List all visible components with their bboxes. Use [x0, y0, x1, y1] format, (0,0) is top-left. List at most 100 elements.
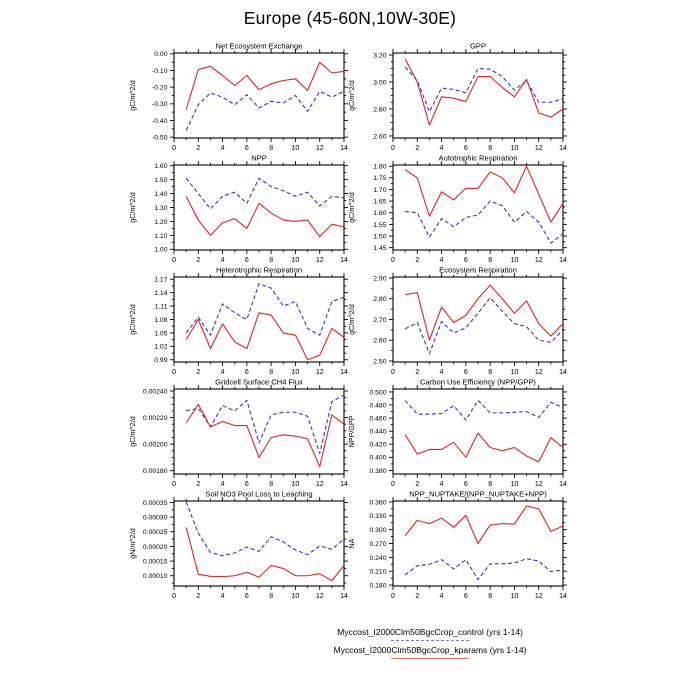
y-tick-label: 1.17 — [154, 277, 167, 284]
y-tick-label: 1.40 — [154, 191, 167, 198]
y-tick-label: 0.400 — [369, 455, 386, 462]
series-line-kparams — [404, 58, 564, 126]
y-tick-label: 0.00030 — [143, 515, 168, 522]
series-line-control — [185, 283, 345, 336]
x-tick-label: 14 — [559, 145, 567, 152]
series-line-kparams — [185, 312, 345, 361]
x-tick-label: 0 — [172, 369, 176, 376]
chart-net-ecosystem-exchange: 0 2 4 6 8 10 12 14 0.00 -0.10 -0.20 -0.30 -0.40 -0.50… — [121, 40, 356, 152]
chart-heterotrophic-respiration: 0 2 4 6 8 10 12 14 1.17 1.14 1.11 1.08 1.05 1.02 0.99 H… — [121, 264, 356, 376]
x-tick-label: 6 — [464, 369, 468, 376]
x-tick-label: 0 — [391, 369, 395, 376]
chart-title: GPP — [470, 42, 486, 51]
y-tick-label: 1.30 — [154, 205, 167, 212]
y-tick-label: -0.10 — [152, 68, 168, 75]
x-tick-label: 10 — [292, 369, 300, 376]
legend-item-control: Myccost_I2000Clm50BgcCrop_control (yrs 1… — [160, 627, 700, 641]
plot-frame — [392, 164, 564, 251]
y-axis-label: gN/m^2/d — [128, 528, 137, 559]
x-tick-label: 12 — [535, 145, 543, 152]
y-tick-label: 2.80 — [373, 106, 386, 113]
x-tick-label: 8 — [488, 369, 492, 376]
legend-line-control — [391, 640, 469, 641]
x-tick-label: 2 — [415, 369, 419, 376]
chart-svg-ecosystem-respiration: 0 2 4 6 8 10 12 14 2.90 2.80 2.70 2.60 2.50 Ecosystem… — [347, 266, 567, 376]
chart-title: Carbon Use Efficiency (NPP/GPP) — [420, 378, 536, 387]
series-line-control — [404, 399, 564, 421]
y-tick-label: 0.00035 — [143, 500, 168, 507]
x-tick-label: 10 — [292, 145, 300, 152]
x-tick-label: 8 — [488, 593, 492, 600]
y-tick-label: 0.380 — [369, 468, 386, 475]
x-tick-label: 12 — [316, 257, 324, 264]
chart-gpp: 0 2 4 6 8 10 12 14 3.20 3.00 2.80 2.60 GPP gC/m^2/d — [340, 40, 575, 152]
y-tick-label: 2.70 — [373, 317, 386, 324]
x-tick-label: 14 — [559, 481, 567, 488]
y-tick-label: 1.45 — [373, 245, 386, 252]
y-axis-label: gC/m^2/d — [128, 416, 137, 447]
y-tick-label: 2.60 — [373, 338, 386, 345]
plot-frame — [173, 500, 345, 587]
x-tick-label: 0 — [172, 257, 176, 264]
x-tick-label: 14 — [559, 593, 567, 600]
x-tick-label: 10 — [511, 481, 519, 488]
page-title: Europe (45-60N,10W-30E) — [243, 8, 457, 28]
y-tick-label: 3.00 — [373, 79, 386, 86]
y-tick-label: 1.60 — [373, 210, 386, 217]
x-tick-label: 14 — [340, 257, 348, 264]
y-tick-label: 0.330 — [369, 513, 386, 520]
x-tick-label: 10 — [511, 257, 519, 264]
y-tick-label: 0.00010 — [143, 573, 168, 580]
x-tick-label: 2 — [196, 369, 200, 376]
y-tick-label: -0.40 — [152, 118, 168, 125]
series-line-kparams — [185, 61, 345, 110]
y-tick-label: 1.55 — [373, 222, 386, 229]
chart-title: NPP — [251, 154, 267, 163]
y-tick-label: 1.05 — [154, 330, 167, 337]
x-tick-label: 4 — [440, 145, 444, 152]
x-tick-label: 14 — [559, 257, 567, 264]
x-tick-label: 4 — [221, 481, 225, 488]
series-line-control — [404, 297, 564, 355]
series-line-control — [185, 177, 345, 210]
x-tick-label: 12 — [316, 481, 324, 488]
x-tick-label: 8 — [269, 593, 273, 600]
x-tick-label: 10 — [511, 593, 519, 600]
x-tick-label: 2 — [196, 257, 200, 264]
x-tick-label: 6 — [245, 593, 249, 600]
series-line-kparams — [185, 196, 345, 238]
x-tick-label: 8 — [488, 481, 492, 488]
x-tick-label: 14 — [340, 593, 348, 600]
x-tick-label: 0 — [391, 145, 395, 152]
series-line-kparams — [404, 165, 564, 223]
x-tick-label: 8 — [269, 145, 273, 152]
x-tick-label: 12 — [316, 145, 324, 152]
y-tick-label: 1.10 — [154, 233, 167, 240]
x-tick-label: 6 — [464, 481, 468, 488]
x-tick-label: 12 — [316, 593, 324, 600]
x-tick-label: 0 — [391, 257, 395, 264]
x-tick-label: 10 — [511, 145, 519, 152]
y-tick-label: -0.20 — [152, 85, 168, 92]
series-line-kparams — [405, 284, 564, 341]
x-tick-label: 2 — [415, 257, 419, 264]
x-tick-label: 4 — [221, 593, 225, 600]
x-tick-label: 12 — [535, 257, 543, 264]
x-tick-label: 6 — [245, 369, 249, 376]
y-tick-label: 3.20 — [373, 52, 386, 59]
y-tick-label: 1.50 — [154, 177, 167, 184]
x-tick-label: 0 — [391, 593, 395, 600]
x-tick-label: 14 — [340, 145, 348, 152]
y-tick-label: 1.75 — [373, 175, 386, 182]
chart-svg-gridcell-surface-ch4-flux: 0 2 4 6 8 10 12 14 0.00240 0.00220 0.00200 0.00180 G… — [128, 378, 348, 488]
y-tick-label: 0.00180 — [143, 468, 168, 475]
y-axis-label: gC/m^2/d — [347, 80, 356, 111]
y-tick-label: 1.50 — [373, 233, 386, 240]
chart-npp: 0 2 4 6 8 10 12 14 1.60 1.50 1.40 1.30 1.20 1.10 1.00 N… — [121, 152, 356, 264]
x-tick-label: 10 — [292, 593, 300, 600]
chart-gridcell-surface-ch4-flux: 0 2 4 6 8 10 12 14 0.00240 0.00220 0.00200 0.00180 G… — [121, 376, 356, 488]
x-tick-label: 2 — [415, 481, 419, 488]
x-tick-label: 8 — [269, 481, 273, 488]
y-axis-label: gC/m^2/d — [128, 304, 137, 335]
legend-label-control: Myccost_I2000Clm50BgcCrop_control (yrs 1… — [337, 627, 523, 637]
